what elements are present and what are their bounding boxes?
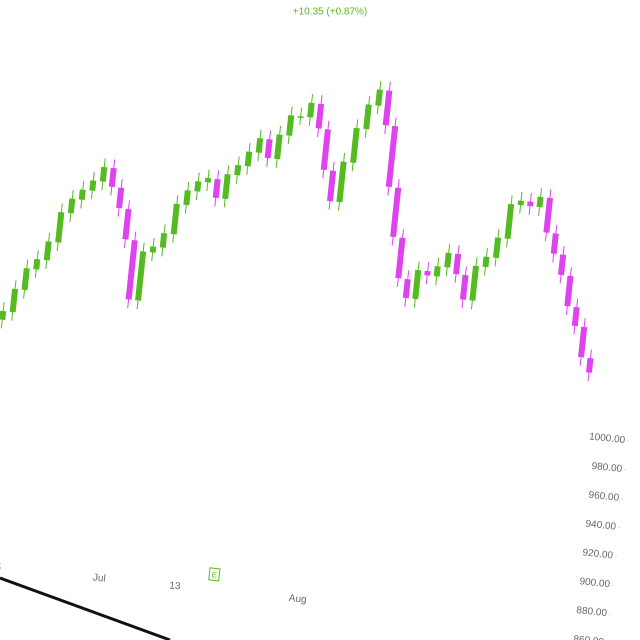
earnings-label: E <box>211 570 217 580</box>
candle-body <box>9 288 19 313</box>
candle-body <box>395 237 406 279</box>
candle-body <box>135 251 147 301</box>
earnings-marker: E <box>208 567 221 582</box>
x-tick-label: 13 <box>169 580 182 592</box>
candle-body <box>222 173 231 200</box>
candle-body <box>390 187 402 238</box>
candle-body <box>116 187 125 209</box>
candle-body <box>297 116 304 119</box>
candle-body <box>274 134 283 160</box>
candle-body <box>264 138 273 159</box>
candle-body <box>43 241 52 261</box>
y-tick-label: 940.00 <box>585 519 617 533</box>
candle-body <box>375 89 383 106</box>
candle-body <box>527 201 534 207</box>
candle-body <box>67 198 76 214</box>
candle-body <box>492 237 502 259</box>
candle-body <box>244 151 253 167</box>
candle-body <box>363 104 372 130</box>
candle-body <box>315 103 325 129</box>
y-tick-label: 880.00 <box>576 605 608 619</box>
bottom-border <box>0 576 171 640</box>
candle-body <box>564 275 574 307</box>
candle-body <box>571 306 580 327</box>
candle-body <box>336 161 347 203</box>
candle-body <box>99 166 108 182</box>
candle-body <box>504 203 515 239</box>
candle-body <box>234 164 242 176</box>
candle-body <box>412 269 422 300</box>
candle-body <box>350 127 360 163</box>
candle-body <box>108 167 117 188</box>
x-tick-label: Jul <box>92 572 106 584</box>
candle-body <box>433 266 441 277</box>
candle-body <box>183 190 191 206</box>
candle-body <box>550 233 559 255</box>
candle-body <box>122 208 132 240</box>
candle-body <box>402 278 411 299</box>
y-tick-label: 920.00 <box>582 547 614 561</box>
earnings-box <box>208 567 221 582</box>
candle-body <box>385 125 399 188</box>
candle-body <box>327 170 337 202</box>
candle-body <box>194 181 202 192</box>
candle-body <box>286 115 295 136</box>
candle-body <box>55 211 65 243</box>
x-tick-label: Aug <box>288 593 307 606</box>
candle-body <box>517 200 525 206</box>
candle-body <box>125 239 138 300</box>
candle-body <box>482 256 490 268</box>
candle-body <box>459 274 469 300</box>
candle-body <box>536 196 544 208</box>
candle-body <box>424 270 431 276</box>
y-tick-label: 960.00 <box>588 490 620 504</box>
candle-body <box>0 310 7 321</box>
candle-body <box>578 326 588 358</box>
candle-body <box>558 254 567 276</box>
candle-body <box>204 177 212 183</box>
candle-body <box>453 253 462 275</box>
candle-body <box>149 246 157 253</box>
candle-body <box>320 129 331 171</box>
candle-body <box>469 265 479 301</box>
candle-body <box>585 357 594 373</box>
y-tick-label: 900.00 <box>579 576 611 590</box>
candle-body <box>78 189 86 201</box>
y-tick-label: 980.00 <box>591 461 623 475</box>
y-tick-label: 860.00 <box>573 634 605 640</box>
candle-body <box>382 90 393 126</box>
candle-body <box>21 268 30 291</box>
plot-area: 840.00860.00880.00900.00920.00940.00960.… <box>0 80 630 640</box>
candle-body <box>255 137 264 154</box>
candle-body <box>212 178 221 199</box>
price-change: +10.35 (+0.87%) <box>293 7 368 18</box>
candle-body <box>543 197 554 233</box>
candle-body <box>444 252 452 268</box>
y-tick-label: 1000.00 <box>589 431 627 446</box>
candle-body <box>307 102 315 118</box>
candle-body <box>170 203 180 235</box>
candle-body <box>159 232 168 248</box>
candle-body <box>33 258 41 270</box>
candle-body <box>89 180 97 191</box>
